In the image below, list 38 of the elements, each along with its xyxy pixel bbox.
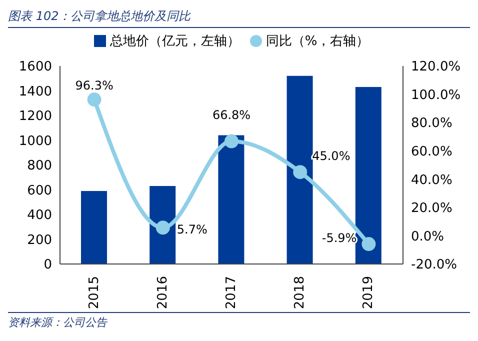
x-tick-label: 2017	[224, 276, 239, 310]
bar	[81, 190, 107, 264]
y-tick-label: 1600	[18, 60, 52, 75]
point	[156, 220, 170, 235]
legend-label: 同比（%，右轴）	[266, 34, 370, 49]
y-tick-label: 800	[27, 158, 52, 174]
legend-label: 总地价（亿元，左轴）	[110, 34, 240, 49]
y-tick-label: 1200	[18, 109, 52, 124]
y-tick-label: 600	[27, 183, 52, 198]
y2-tick-label: 120.0%	[411, 60, 461, 75]
y2-tick-label: 100.0%	[411, 88, 461, 103]
x-tick-label: 2016	[155, 276, 170, 310]
y-tick-label: 400	[27, 208, 52, 224]
text: 资料来源：公司公告	[8, 315, 470, 330]
x-tick-label: 2018	[292, 276, 308, 310]
y2-tick-label: 40.0%	[411, 172, 452, 188]
point	[293, 165, 308, 180]
point	[224, 134, 238, 148]
point	[362, 237, 376, 252]
x-tick-label: 2019	[361, 276, 376, 310]
y-tick-label: 200	[27, 232, 52, 248]
x-tick-label: 2015	[86, 276, 102, 310]
y2-tick-label: -20.0%	[411, 258, 457, 273]
data-label: 66.8%	[212, 108, 251, 122]
y2-tick-label: 0.0%	[411, 229, 444, 244]
y2-tick-label: 80.0%	[411, 116, 452, 132]
y2-tick-label: 60.0%	[411, 144, 452, 160]
y-tick-label: 1000	[18, 134, 52, 149]
bar	[355, 87, 382, 264]
chart-title: 图表 102：公司拿地总地价及同比	[8, 8, 470, 28]
bar	[286, 76, 313, 264]
data-label: 5.7%	[176, 222, 208, 237]
point	[87, 92, 102, 107]
y-tick-label: 1400	[18, 84, 52, 100]
y2-tick-label: 20.0%	[411, 201, 452, 216]
data-label: 96.3%	[75, 78, 114, 93]
y-tick-label: 0	[44, 258, 52, 273]
bar	[218, 135, 244, 264]
